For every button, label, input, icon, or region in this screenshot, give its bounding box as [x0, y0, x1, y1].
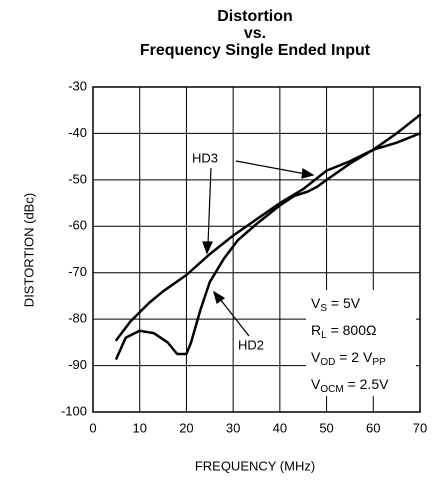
x-tick-label: 70 — [413, 420, 427, 435]
series-line — [115, 132, 422, 342]
y-axis-label: DISTORTION (dBc) — [21, 193, 36, 307]
y-tick-label: -30 — [68, 78, 87, 93]
x-tick-label: 50 — [319, 420, 333, 435]
y-tick-label: -100 — [61, 403, 87, 418]
x-tick-label: 60 — [366, 420, 380, 435]
annotation-arrows — [202, 160, 315, 337]
conditions-background — [306, 290, 416, 396]
condition-subscript: PP — [372, 357, 386, 368]
x-tick-label: 10 — [132, 420, 146, 435]
condition-text: = 2.5V — [344, 376, 389, 392]
series-annotation: HD3 — [192, 150, 218, 165]
chart-title: Distortion — [217, 8, 293, 25]
series-line — [115, 113, 422, 360]
arrow-head — [202, 241, 213, 255]
condition: VOCM = 2.5V — [311, 376, 389, 395]
arrow-head — [301, 168, 315, 179]
series-annotation: HD2 — [238, 337, 264, 352]
x-tick-label: 40 — [273, 420, 287, 435]
y-tick-label: -80 — [68, 311, 87, 326]
condition-text: V — [311, 349, 321, 365]
condition: VS = 5V — [311, 295, 361, 314]
x-tick-label: 0 — [89, 420, 96, 435]
y-tick-label: -50 — [68, 171, 87, 186]
condition-text: V — [311, 295, 321, 311]
condition-text: = 5V — [327, 295, 361, 311]
condition-text: = 800Ω — [327, 322, 377, 338]
condition: RL = 800Ω — [311, 322, 376, 341]
arrow — [219, 298, 250, 337]
y-tick-label: -90 — [68, 357, 87, 372]
y-tick-label: -40 — [68, 125, 87, 140]
arrow — [235, 160, 307, 175]
arrow — [207, 167, 212, 245]
condition-subscript: OCM — [320, 384, 343, 395]
x-tick-label: 30 — [226, 420, 240, 435]
condition-subscript: S — [320, 303, 327, 314]
condition-text: R — [311, 322, 321, 338]
y-tick-label: -60 — [68, 218, 87, 233]
x-axis-label: FREQUENCY (MHz) — [195, 458, 315, 473]
condition: VOD = 2 VPP — [311, 349, 386, 368]
plot-frame — [92, 86, 421, 413]
chart-title: Frequency Single Ended Input — [140, 42, 371, 59]
condition-subscript: L — [321, 330, 327, 341]
y-tick-label: -70 — [68, 264, 87, 279]
condition-text: V — [311, 376, 321, 392]
x-tick-label: 20 — [179, 420, 193, 435]
arrow-head — [213, 290, 226, 304]
condition-text: = 2 V — [335, 349, 373, 365]
chart-title: vs. — [244, 25, 266, 42]
condition-subscript: OD — [320, 357, 335, 368]
